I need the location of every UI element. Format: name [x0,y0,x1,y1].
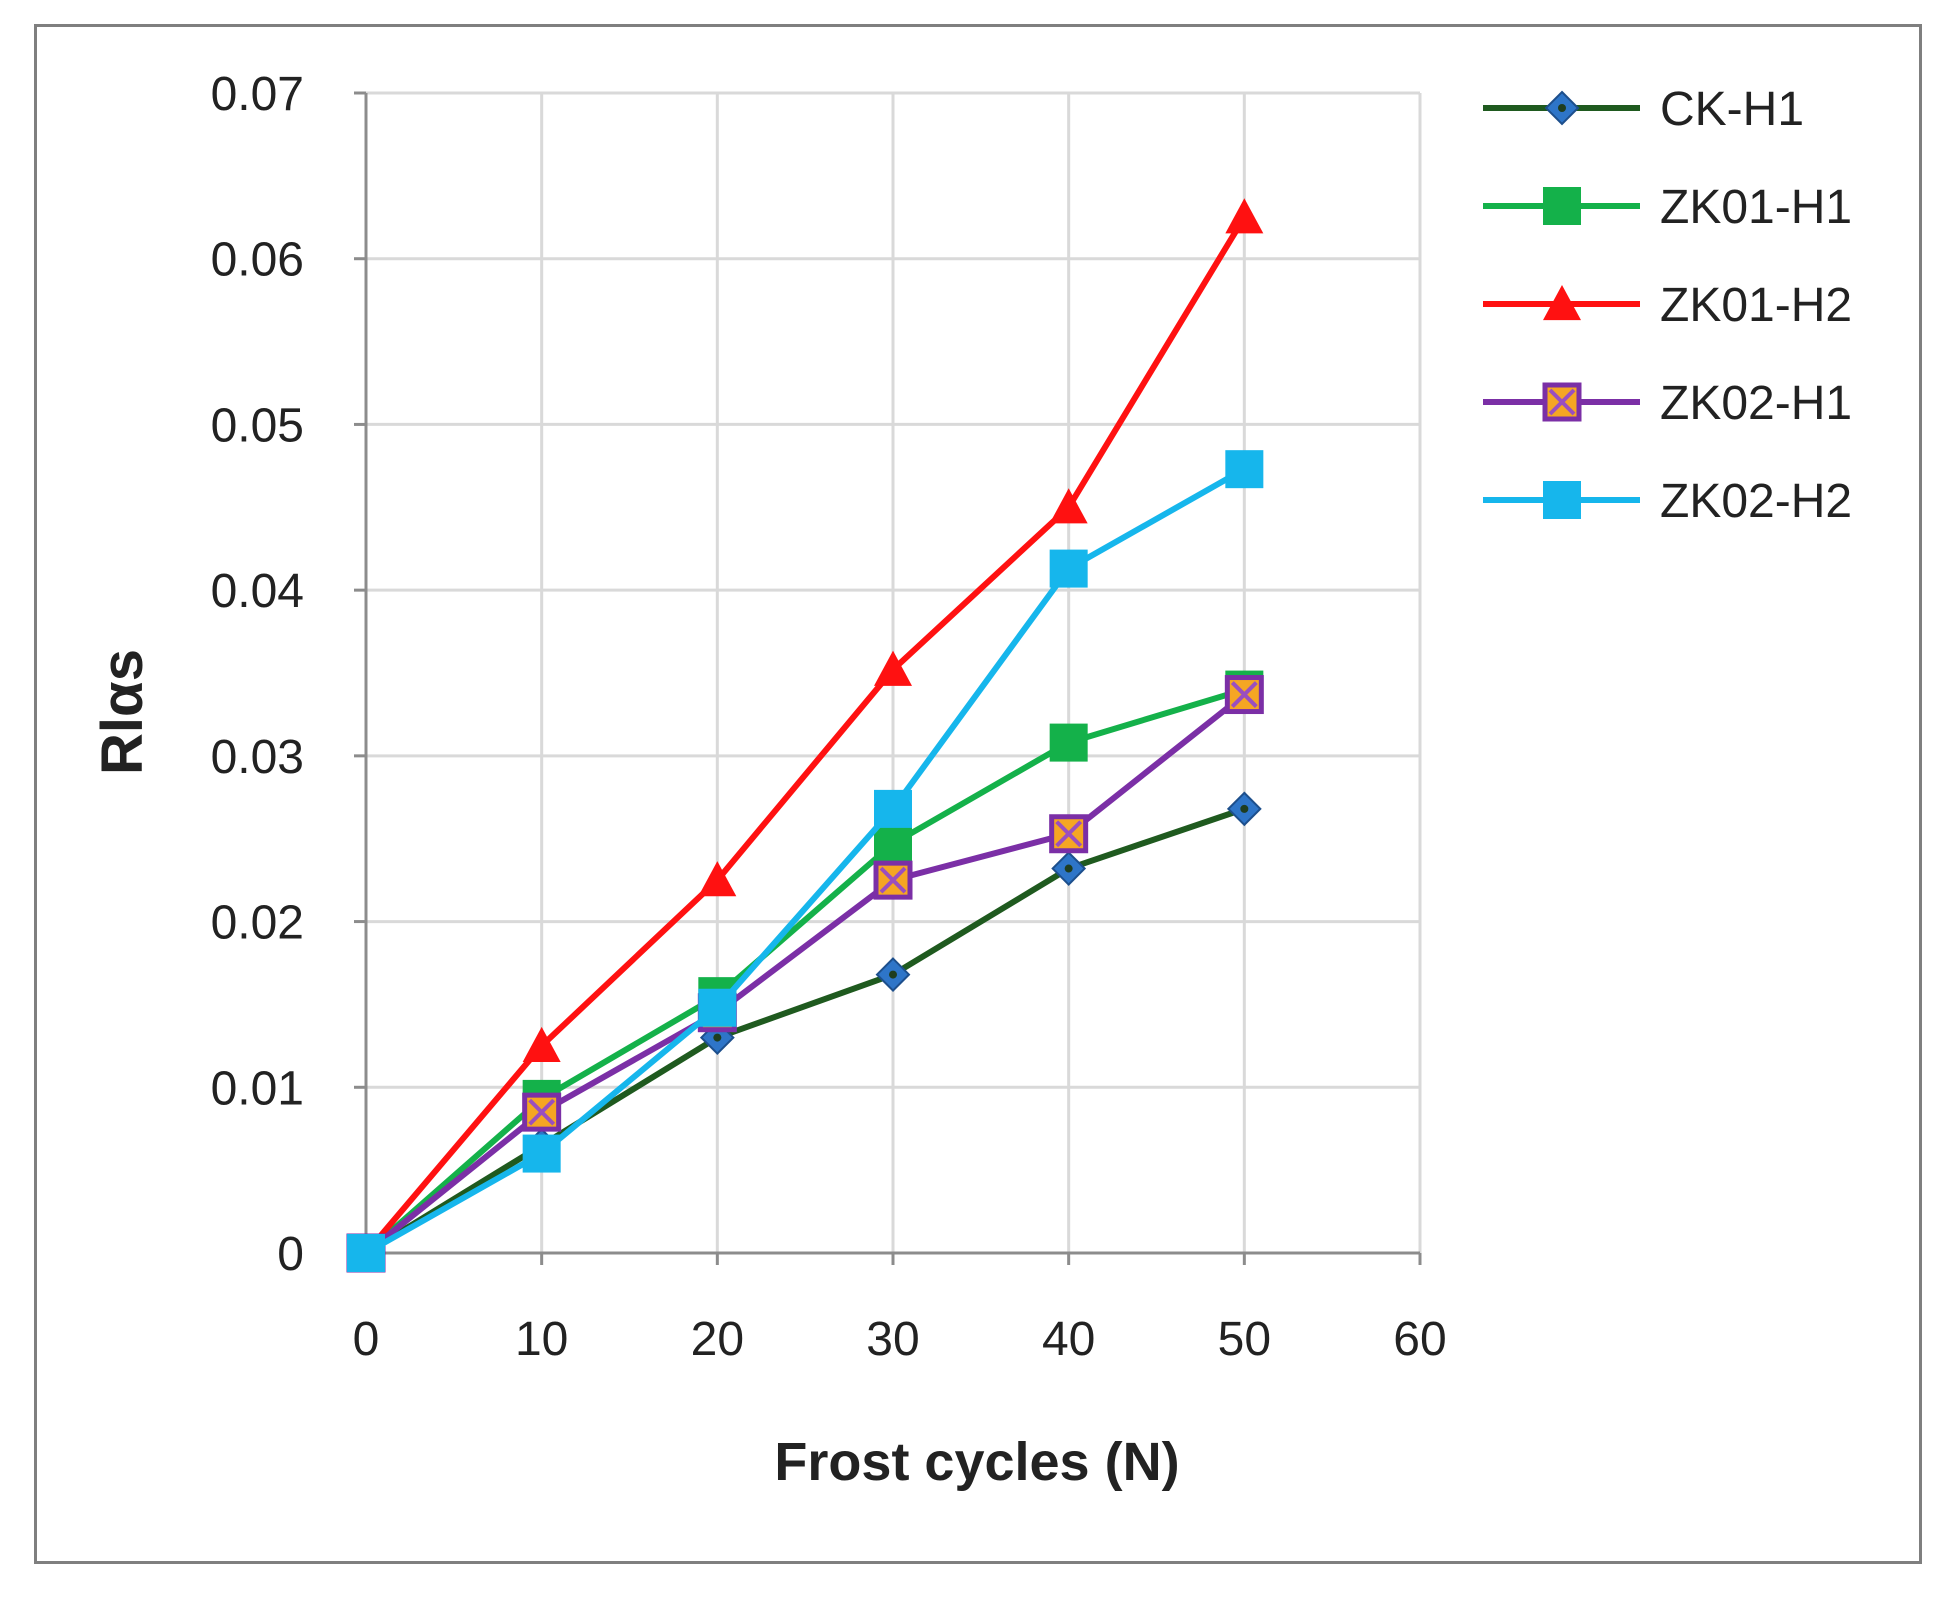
legend-label: ZK01-H1 [1660,181,1852,234]
series-line [363,215,1247,1255]
legend-entry: ZK01-H2 [1483,279,1852,332]
legend-entry: ZK02-H1 [1483,377,1852,430]
series-line [364,466,1246,1256]
data-point [874,650,912,686]
data-point [1049,723,1088,762]
legend-marker-cross-b [1548,388,1576,416]
data-point [1225,450,1264,489]
data-point [874,824,912,863]
y-tick-label: 0.04 [211,565,304,618]
chart-frame [34,24,1922,1564]
series-zk02-h2 [347,450,1264,1272]
y-axis-title: Rlαs [90,649,155,775]
x-tick-label: 10 [515,1313,568,1366]
data-point-cross-b [1230,681,1258,708]
y-tick-label: 0 [277,1228,304,1281]
data-point [1049,549,1088,588]
data-point-center [713,1033,722,1042]
data-point [1225,198,1264,234]
data-point [698,988,737,1027]
data-point-center [1064,864,1073,873]
legend-marker-center [1558,104,1566,112]
data-point [874,789,912,828]
series-zk01-h2 [347,198,1264,1270]
data-point [522,1026,561,1063]
y-tick-label: 0.01 [211,1062,304,1115]
series-line [364,806,1246,1256]
data-point [347,1234,385,1272]
legend-marker [1543,481,1581,519]
x-tick-label: 50 [1218,1313,1271,1366]
x-axis-title: Frost cycles (N) [774,1432,1179,1492]
x-tick-label: 0 [353,1313,380,1366]
y-tick-label: 0.05 [211,399,304,452]
legend-label: ZK01-H2 [1660,279,1852,332]
data-point-cross-b [879,866,907,894]
y-tick-label: 0.07 [211,68,304,121]
series-line [364,692,1247,1256]
legend-entry: CK-H1 [1483,83,1804,136]
data-point [522,1134,561,1173]
x-tick-label: 20 [691,1313,744,1366]
y-tick-label: 0.02 [211,897,304,950]
data-point-center [889,970,897,979]
x-tick-label: 60 [1393,1313,1446,1366]
series-group [346,198,1264,1273]
data-point [1049,488,1088,524]
legend-label: ZK02-H1 [1660,377,1852,430]
data-point-cross-b [1055,820,1083,848]
axes [354,91,1422,1265]
data-point-center [1240,804,1249,813]
x-tick-label: 40 [1042,1313,1095,1366]
grid [364,91,1422,1255]
legend: CK-H1 ZK01-H1 ZK01-H2 ZK02-H1 ZK02-H2 [1483,83,1852,528]
legend-entry: ZK02-H2 [1483,475,1852,528]
y-tick-labels: 0 0.01 0.02 0.03 0.04 0.05 0.06 0.07 [211,68,304,1281]
legend-entry: ZK01-H1 [1483,181,1852,234]
legend-marker [1543,187,1581,225]
y-tick-label: 0.06 [211,234,304,287]
x-tick-labels: 0 10 20 30 40 50 60 [353,1313,1447,1366]
data-point [698,861,737,897]
legend-marker [1543,285,1581,321]
legend-label: CK-H1 [1660,83,1804,136]
data-point-cross-b [528,1098,556,1126]
legend-label: ZK02-H2 [1660,475,1852,528]
x-tick-label: 30 [866,1313,919,1366]
y-tick-label: 0.03 [211,731,304,784]
series-line [364,686,1246,1256]
series-ck-h1 [348,791,1262,1271]
